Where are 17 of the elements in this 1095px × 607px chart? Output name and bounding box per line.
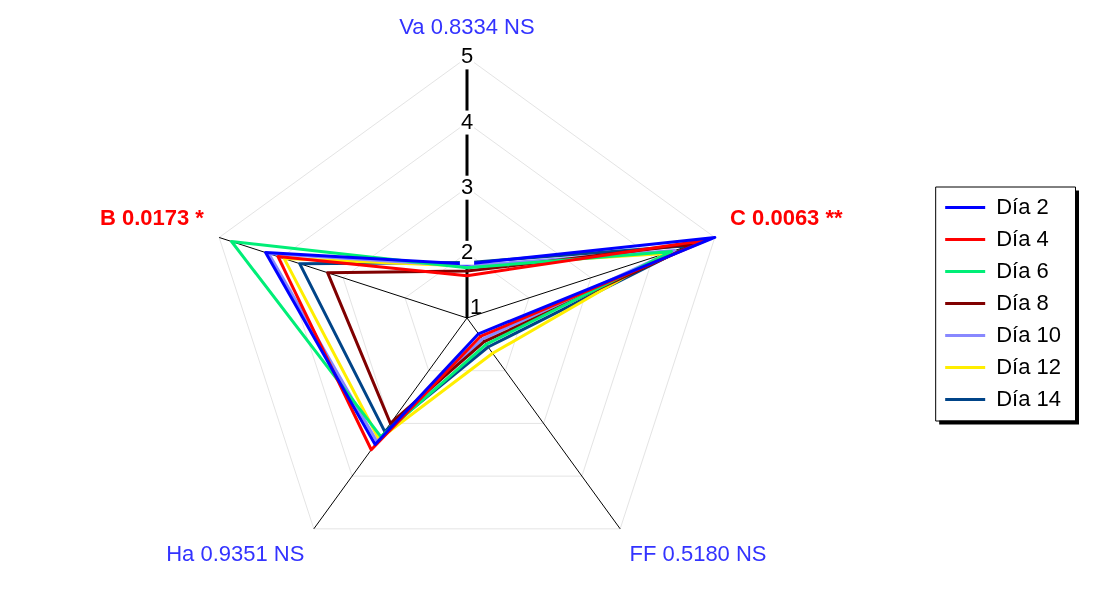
legend-label: Día 6 <box>996 257 1049 283</box>
legend-label: Día 8 <box>996 289 1049 315</box>
y-tick-label: 2 <box>460 238 474 264</box>
y-tick-label: 3 <box>460 173 474 199</box>
legend-label: Día 12 <box>996 353 1062 379</box>
y-tick-label: 5 <box>460 43 474 69</box>
y-tick-label: 4 <box>460 108 474 134</box>
spoke-label: Va 0.8334 NS <box>399 14 535 40</box>
y-tick-label: 1 <box>469 294 483 320</box>
spoke-label: C 0.0063 ** <box>730 205 844 231</box>
legend-label: Día 14 <box>996 385 1062 411</box>
legend-label: Día 4 <box>996 225 1049 251</box>
spoke-label: Ha 0.9351 NS <box>166 541 305 567</box>
legend-label: Día 2 <box>996 193 1049 219</box>
spoke-label: B 0.0173 * <box>99 205 205 231</box>
legend-label: Día 10 <box>996 321 1062 347</box>
spoke-label: FF 0.5180 NS <box>629 541 767 567</box>
